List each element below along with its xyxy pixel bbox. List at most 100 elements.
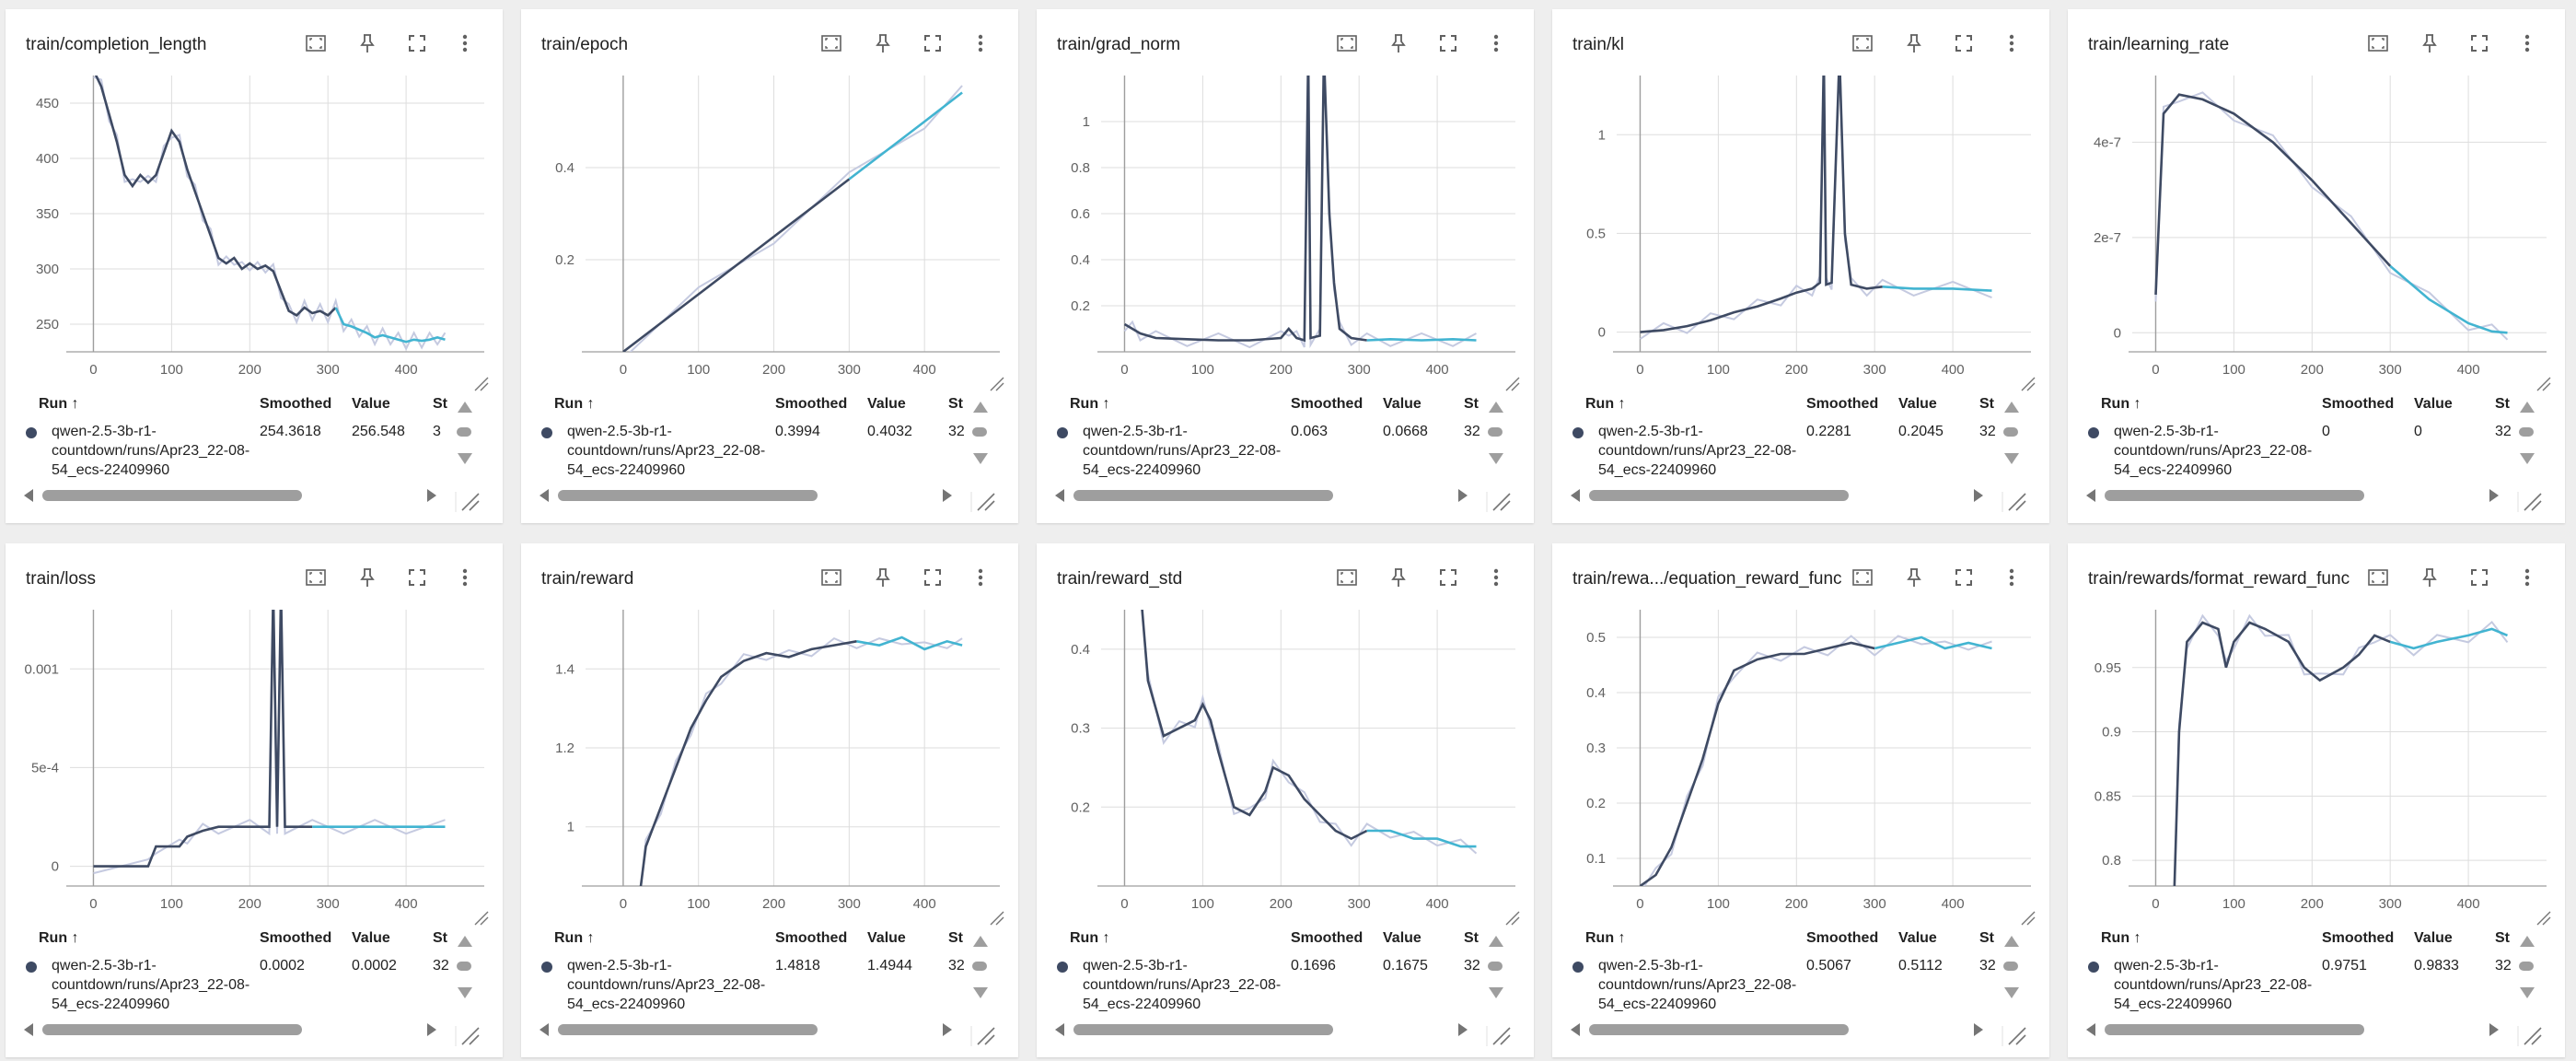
scroll-left-arrow[interactable] — [540, 1023, 549, 1036]
chart-resize-handle[interactable] — [2534, 908, 2552, 927]
scroll-right-arrow[interactable] — [943, 1023, 952, 1036]
chart-resize-handle[interactable] — [987, 908, 1005, 927]
scroll-right-arrow[interactable] — [1974, 489, 1983, 502]
table-header-value[interactable]: Value — [352, 396, 390, 412]
table-header-value[interactable]: Value — [867, 396, 906, 412]
chart-resize-handle[interactable] — [471, 374, 490, 392]
scroll-down-arrow[interactable] — [1489, 987, 1503, 998]
table-horizontal-scrollbar[interactable] — [2084, 1019, 2508, 1039]
line-chart[interactable]: 0 100 200 300 400 0.1 0.2 0.3 0.4 0.5 — [1552, 543, 2049, 930]
table-header-smoothed[interactable]: Smoothed — [2322, 930, 2395, 946]
table-header-value[interactable]: Value — [2414, 396, 2453, 412]
line-chart[interactable]: 0 100 200 300 400 0 2e-7 4e-7 — [2068, 9, 2565, 396]
chart-resize-handle[interactable] — [2534, 374, 2552, 392]
chart-resize-handle[interactable] — [1503, 374, 1521, 392]
table-header-run[interactable]: Run ↑ — [1585, 396, 1626, 412]
table-header-value[interactable]: Value — [1383, 396, 1421, 412]
scroll-right-arrow[interactable] — [1458, 489, 1468, 502]
table-vertical-scrollbar[interactable] — [455, 402, 473, 475]
table-horizontal-scrollbar[interactable] — [1053, 484, 1477, 505]
table-header-step[interactable]: St — [1979, 396, 1994, 412]
run-color-dot[interactable] — [2088, 962, 2099, 973]
table-header-value[interactable]: Value — [1898, 396, 1937, 412]
scroll-up-arrow[interactable] — [2004, 402, 2019, 413]
table-header-smoothed[interactable]: Smoothed — [260, 930, 332, 946]
horizontal-scroll-thumb[interactable] — [558, 1024, 818, 1035]
chart-resize-handle[interactable] — [2018, 374, 2036, 392]
scroll-up-arrow[interactable] — [1489, 936, 1503, 947]
scroll-up-arrow[interactable] — [973, 402, 988, 413]
table-header-value[interactable]: Value — [352, 930, 390, 946]
table-horizontal-scrollbar[interactable] — [1053, 1019, 1477, 1039]
horizontal-scroll-thumb[interactable] — [1589, 490, 1849, 501]
scroll-right-arrow[interactable] — [2489, 1023, 2499, 1036]
table-header-run[interactable]: Run ↑ — [1585, 930, 1626, 946]
table-vertical-scrollbar[interactable] — [970, 402, 989, 475]
line-chart[interactable]: 0 100 200 300 400 0 5e-4 0.001 — [6, 543, 503, 930]
table-header-smoothed[interactable]: Smoothed — [1806, 396, 1879, 412]
table-header-run[interactable]: Run ↑ — [2101, 930, 2141, 946]
table-vertical-scrollbar[interactable] — [1486, 402, 1504, 475]
table-vertical-scrollbar[interactable] — [2517, 936, 2535, 1009]
run-color-dot[interactable] — [26, 962, 37, 973]
table-horizontal-scrollbar[interactable] — [538, 484, 961, 505]
horizontal-scroll-thumb[interactable] — [2105, 490, 2364, 501]
table-header-smoothed[interactable]: Smoothed — [775, 930, 848, 946]
table-header-run[interactable]: Run ↑ — [39, 930, 79, 946]
table-header-run[interactable]: Run ↑ — [554, 396, 595, 412]
line-chart[interactable]: 0 100 200 300 400 1 1.2 1.4 — [521, 543, 1018, 930]
table-vertical-scrollbar[interactable] — [2002, 936, 2020, 1009]
card-resize-handle[interactable] — [2517, 1022, 2545, 1048]
scroll-left-arrow[interactable] — [1571, 1023, 1580, 1036]
vertical-scroll-thumb[interactable] — [457, 962, 471, 971]
scroll-down-arrow[interactable] — [458, 987, 472, 998]
chart-resize-handle[interactable] — [2018, 908, 2036, 927]
table-vertical-scrollbar[interactable] — [2002, 402, 2020, 475]
card-resize-handle[interactable] — [2002, 1022, 2029, 1048]
table-header-smoothed[interactable]: Smoothed — [1806, 930, 1879, 946]
scroll-right-arrow[interactable] — [1458, 1023, 1468, 1036]
card-resize-handle[interactable] — [455, 1022, 482, 1048]
card-resize-handle[interactable] — [970, 1022, 998, 1048]
scroll-up-arrow[interactable] — [2520, 936, 2535, 947]
scroll-right-arrow[interactable] — [427, 489, 436, 502]
vertical-scroll-thumb[interactable] — [457, 427, 471, 437]
table-horizontal-scrollbar[interactable] — [1569, 484, 1992, 505]
scroll-left-arrow[interactable] — [24, 489, 33, 502]
scroll-down-arrow[interactable] — [1489, 453, 1503, 464]
chart-resize-handle[interactable] — [987, 374, 1005, 392]
table-header-smoothed[interactable]: Smoothed — [1291, 930, 1363, 946]
table-header-run[interactable]: Run ↑ — [39, 396, 79, 412]
card-resize-handle[interactable] — [455, 488, 482, 514]
table-header-smoothed[interactable]: Smoothed — [2322, 396, 2395, 412]
horizontal-scroll-thumb[interactable] — [42, 1024, 302, 1035]
chart-resize-handle[interactable] — [471, 908, 490, 927]
table-header-step[interactable]: St — [1464, 930, 1479, 946]
table-vertical-scrollbar[interactable] — [2517, 402, 2535, 475]
table-header-run[interactable]: Run ↑ — [554, 930, 595, 946]
vertical-scroll-thumb[interactable] — [972, 427, 987, 437]
vertical-scroll-thumb[interactable] — [2519, 427, 2534, 437]
table-header-step[interactable]: St — [2495, 930, 2510, 946]
scroll-up-arrow[interactable] — [973, 936, 988, 947]
table-header-step[interactable]: St — [1464, 396, 1479, 412]
table-header-run[interactable]: Run ↑ — [1070, 396, 1110, 412]
table-header-step[interactable]: St — [948, 930, 963, 946]
card-resize-handle[interactable] — [970, 488, 998, 514]
table-horizontal-scrollbar[interactable] — [22, 484, 446, 505]
run-color-dot[interactable] — [1572, 427, 1584, 438]
table-header-smoothed[interactable]: Smoothed — [1291, 396, 1363, 412]
run-color-dot[interactable] — [541, 427, 552, 438]
scroll-down-arrow[interactable] — [973, 453, 988, 464]
scroll-down-arrow[interactable] — [2004, 453, 2019, 464]
run-color-dot[interactable] — [1572, 962, 1584, 973]
table-header-run[interactable]: Run ↑ — [1070, 930, 1110, 946]
scroll-left-arrow[interactable] — [1055, 489, 1064, 502]
scroll-up-arrow[interactable] — [2520, 402, 2535, 413]
run-color-dot[interactable] — [541, 962, 552, 973]
vertical-scroll-thumb[interactable] — [2003, 427, 2018, 437]
vertical-scroll-thumb[interactable] — [1488, 427, 1503, 437]
table-header-value[interactable]: Value — [867, 930, 906, 946]
scroll-down-arrow[interactable] — [2004, 987, 2019, 998]
table-horizontal-scrollbar[interactable] — [1569, 1019, 1992, 1039]
